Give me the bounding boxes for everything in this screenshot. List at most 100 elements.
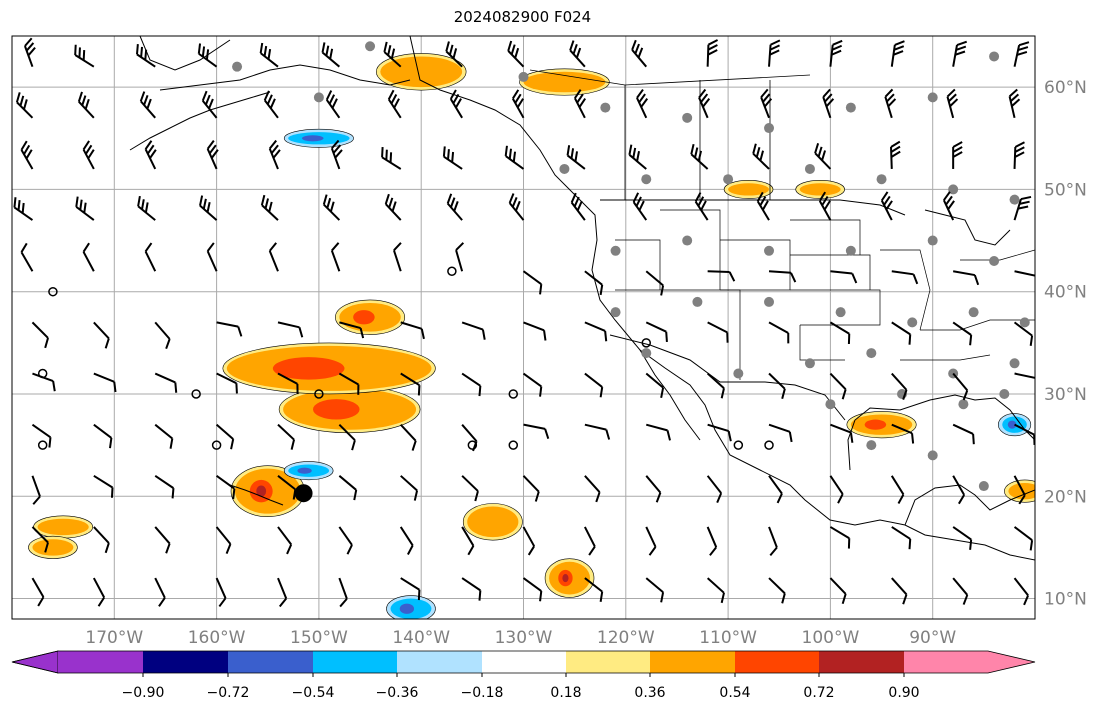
station-dot	[804, 358, 815, 369]
us-canada-border	[600, 199, 906, 216]
wind-barb	[584, 372, 604, 398]
wind-barb	[154, 526, 171, 554]
calm-circle	[764, 440, 774, 450]
station-dot	[692, 296, 703, 307]
wind-barb	[768, 39, 781, 67]
wind-barb	[23, 37, 36, 68]
wind-barb	[154, 423, 174, 449]
station-dot	[989, 51, 1000, 62]
wind-barb	[392, 242, 402, 272]
coastline-yucatan	[904, 484, 1035, 526]
station-dot	[845, 245, 856, 256]
field-contour-inner	[272, 357, 345, 380]
wind-barb	[13, 197, 34, 221]
wind-barb	[628, 144, 647, 170]
coastlines	[129, 36, 1035, 561]
wind-barb	[1013, 321, 1034, 346]
lon-tick-label: 100°W	[802, 628, 860, 648]
wind-barb	[31, 526, 49, 553]
wind-barb	[570, 192, 586, 221]
lon-tick-label: 130°W	[495, 628, 553, 648]
colorbar-segment	[566, 651, 650, 673]
station-dot	[989, 256, 1000, 267]
wind-barb	[215, 577, 227, 608]
station-dot	[559, 163, 570, 174]
wind-barb	[523, 321, 547, 341]
wind-barb	[384, 193, 402, 221]
wind-barb	[1008, 88, 1021, 119]
wind-barb	[522, 372, 543, 397]
wind-barb	[154, 474, 175, 499]
wind-barb	[768, 372, 786, 400]
latitude-tick-labels: 60°N 50°N 40°N 30°N 20°N 10°N	[1044, 78, 1087, 609]
station-dot	[958, 399, 969, 410]
colorbar-tick-label: 0.72	[803, 685, 834, 701]
wind-barb	[93, 474, 114, 498]
lon-tick-label: 110°W	[699, 628, 757, 648]
calm-circle	[467, 440, 478, 450]
station-dot	[610, 307, 621, 318]
wind-barb	[523, 423, 550, 439]
wind-barb	[707, 423, 732, 442]
hawaii-islands	[229, 484, 284, 506]
field-contour	[467, 506, 519, 538]
wind-barb	[829, 475, 844, 504]
wind-barb	[277, 372, 299, 395]
station-dot	[907, 317, 918, 328]
field-contour-core	[256, 485, 267, 497]
wind-barb	[706, 475, 723, 504]
calm-circle	[641, 338, 652, 348]
wind-barb	[891, 372, 908, 400]
wind-barb	[507, 40, 525, 68]
station-dot	[600, 102, 611, 113]
lon-tick-label: 150°W	[290, 628, 348, 648]
wind-barb	[830, 423, 854, 443]
wind-barb	[814, 142, 832, 170]
field-contour-core	[562, 573, 569, 583]
wind-barb	[216, 321, 243, 337]
wind-barb	[891, 526, 912, 550]
wind-barb	[92, 577, 106, 607]
wind-barb	[583, 526, 596, 556]
colorbar-segment	[735, 651, 819, 673]
wind-barb	[93, 321, 110, 349]
station-dot	[518, 71, 529, 82]
wind-barb	[31, 577, 45, 607]
colorbar-tick-labels: −0.90 −0.72 −0.54 −0.36 −0.18 0.18 0.36 0.54 0.7…	[122, 673, 920, 701]
colorbar-under	[11, 650, 59, 674]
wind-barb	[522, 526, 536, 556]
wind-barb	[259, 42, 279, 68]
wind-barb	[383, 41, 402, 68]
wind-barb	[706, 526, 718, 556]
wind-barb	[338, 475, 358, 501]
wind-barb	[890, 40, 905, 67]
field-contour	[728, 183, 770, 196]
wind-barb	[82, 242, 95, 272]
wind-barb	[706, 577, 725, 604]
wind-barb	[321, 42, 341, 68]
wind-barb	[584, 577, 604, 602]
colorbar-segment	[58, 651, 143, 673]
colorbar-tick-label: −0.54	[292, 685, 335, 701]
wind-barb	[277, 526, 293, 555]
wind-barb	[645, 270, 665, 296]
wind-barb	[330, 139, 343, 170]
us-mexico-border	[609, 334, 846, 421]
wind-barb	[645, 372, 665, 398]
wind-barb	[144, 242, 157, 272]
lat-tick-label: 50°N	[1044, 180, 1087, 200]
wind-barb	[1013, 41, 1030, 67]
wind-barb	[1013, 475, 1026, 505]
station-dot	[365, 41, 376, 52]
wind-barb	[952, 40, 968, 67]
wind-barb	[154, 321, 171, 350]
station-dot	[1009, 194, 1020, 205]
wind-barb	[569, 40, 586, 68]
wind-barb	[461, 321, 486, 340]
wind-barb	[706, 372, 725, 399]
station-dot	[968, 307, 979, 318]
colorbar-segment	[482, 651, 566, 673]
wind-barb	[584, 270, 604, 296]
wind-barb	[768, 423, 793, 443]
colorbar-tick-label: 0.90	[888, 685, 919, 701]
